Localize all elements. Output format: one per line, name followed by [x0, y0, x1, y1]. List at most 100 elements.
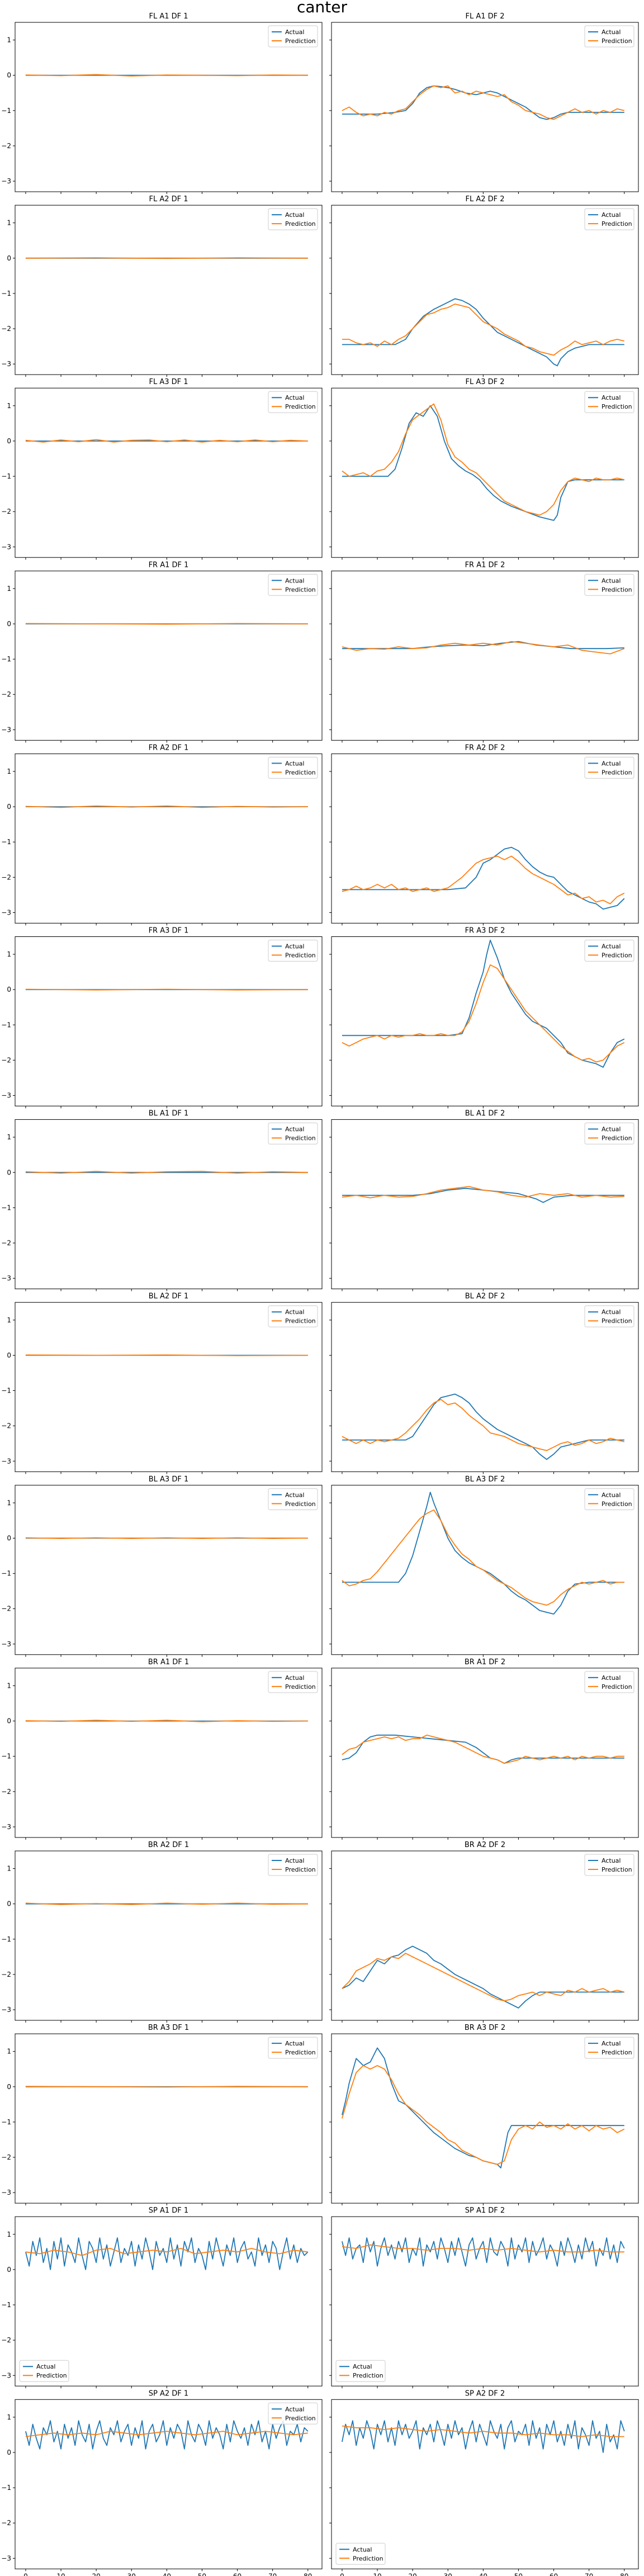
actual-line: [342, 846, 625, 910]
legend-box: [268, 2037, 318, 2059]
y-tick-label: −2: [1, 1971, 11, 1978]
prediction-line: [342, 85, 625, 120]
axes-frame: [15, 753, 323, 924]
subplot-title: FL A1 DF 1: [149, 12, 188, 21]
legend-actual-label: Actual: [285, 1674, 304, 1682]
subplot: SP A2 DF 2 0 10 20 30 40 50 60 70 80 Actual Predict…: [329, 2389, 639, 2576]
series-group: [25, 1171, 308, 1174]
prediction-line: [342, 855, 625, 905]
legend-prediction-label: Prediction: [285, 1866, 316, 1873]
subplot: SP A1 DF 2 Actual Prediction: [329, 2206, 639, 2389]
actual-line: [25, 2237, 309, 2270]
y-tick-label: 0: [7, 2266, 11, 2274]
series-group: [25, 805, 308, 808]
actual-line: [342, 1187, 624, 1203]
y-tick-label: 1: [7, 1316, 11, 1324]
figure-suptitle: canter: [297, 0, 348, 16]
axes-frame: [15, 2216, 323, 2386]
prediction-line: [342, 641, 625, 655]
axes-frame: [331, 387, 639, 558]
y-tick-label: −3: [1, 1092, 11, 1100]
legend-actual-label: Actual: [285, 577, 304, 584]
y-tick-label: −2: [1, 325, 11, 333]
subplot: FR A1 DF 1 1 0 −1 −2 −3 Actual Prediction: [1, 561, 323, 743]
prediction-line: [25, 1720, 308, 1722]
legend-actual-label: Actual: [602, 1857, 621, 1864]
y-tick-label: 1: [7, 1499, 11, 1507]
legend-box: [268, 940, 318, 962]
legend-box: [584, 1671, 634, 1693]
y-tick-label: −1: [1, 838, 11, 846]
y-tick-label: 1: [7, 2413, 11, 2421]
subplot-title: BL A2 DF 2: [465, 1292, 505, 1301]
y-tick-label: 1: [7, 1865, 11, 1873]
legend-box: [584, 208, 634, 230]
legend-actual-label: Actual: [602, 29, 621, 36]
subplot-title: BL A1 DF 1: [149, 1110, 188, 1118]
legend-prediction-label: Prediction: [602, 952, 632, 959]
legend-box: [584, 1305, 634, 1328]
y-tick-label: 0: [7, 254, 11, 262]
axes-frame: [15, 1668, 323, 1838]
series-group: [342, 403, 625, 521]
y-tick-label: −3: [1, 360, 11, 368]
legend-actual-label: Actual: [285, 1491, 304, 1499]
legend-prediction-label: Prediction: [285, 37, 316, 45]
actual-line: [25, 2420, 309, 2450]
legend-box: [268, 756, 318, 779]
actual-line: [342, 1945, 624, 2009]
series-group: [25, 1902, 308, 1905]
series-group: [342, 846, 625, 910]
axes-frame: [331, 936, 639, 1106]
prediction-line: [342, 1509, 624, 1606]
legend: Actual Prediction: [268, 1854, 318, 1876]
legend-actual-label: Actual: [602, 2040, 621, 2047]
y-tick-label: −3: [1, 543, 11, 551]
subplot: SP A1 DF 1 1 0 −1 −2 −3 Actual Prediction: [1, 2206, 323, 2389]
prediction-line: [342, 1399, 625, 1451]
y-tick-label: −2: [1, 2336, 11, 2344]
y-tick-label: −2: [1, 2153, 11, 2161]
legend-box: [268, 1671, 318, 1693]
actual-line: [342, 641, 624, 650]
legend-actual-label: Actual: [285, 1857, 304, 1864]
subplot-title: FR A2 DF 1: [149, 744, 189, 752]
prediction-line: [25, 1902, 308, 1905]
y-tick-label: 1: [7, 219, 11, 227]
legend-prediction-label: Prediction: [602, 1683, 632, 1690]
legend-prediction-label: Prediction: [602, 403, 632, 410]
legend-box: [268, 1854, 318, 1876]
series-group: [342, 2047, 625, 2168]
x-tick-label: 40: [479, 2572, 487, 2576]
axes-frame: [15, 936, 323, 1106]
axes-frame: [15, 1850, 323, 2021]
y-tick-label: −1: [1, 1570, 11, 1578]
axes-frame: [15, 205, 323, 375]
legend-prediction-label: Prediction: [602, 1500, 632, 1508]
y-tick-label: 1: [7, 36, 11, 44]
axes-frame: [331, 1668, 639, 1838]
legend-box: [584, 391, 634, 413]
legend-actual-label: Actual: [285, 2040, 304, 2047]
legend-box: [268, 208, 318, 230]
y-tick-label: −3: [1, 2006, 11, 2014]
subplot-title: BL A1 DF 2: [465, 1110, 505, 1118]
legend-actual-label: Actual: [36, 2363, 55, 2370]
x-tick-label: 20: [408, 2572, 416, 2576]
legend-prediction-label: Prediction: [285, 586, 316, 593]
legend-box: [268, 1123, 318, 1145]
y-tick-label: 1: [7, 402, 11, 410]
x-tick-label: 10: [56, 2572, 65, 2576]
subplot-title: BR A1 DF 1: [148, 1658, 189, 1666]
subplot-title: FL A1 DF 2: [465, 12, 504, 21]
y-tick-label: −2: [1, 142, 11, 150]
legend-box: [19, 2360, 69, 2382]
